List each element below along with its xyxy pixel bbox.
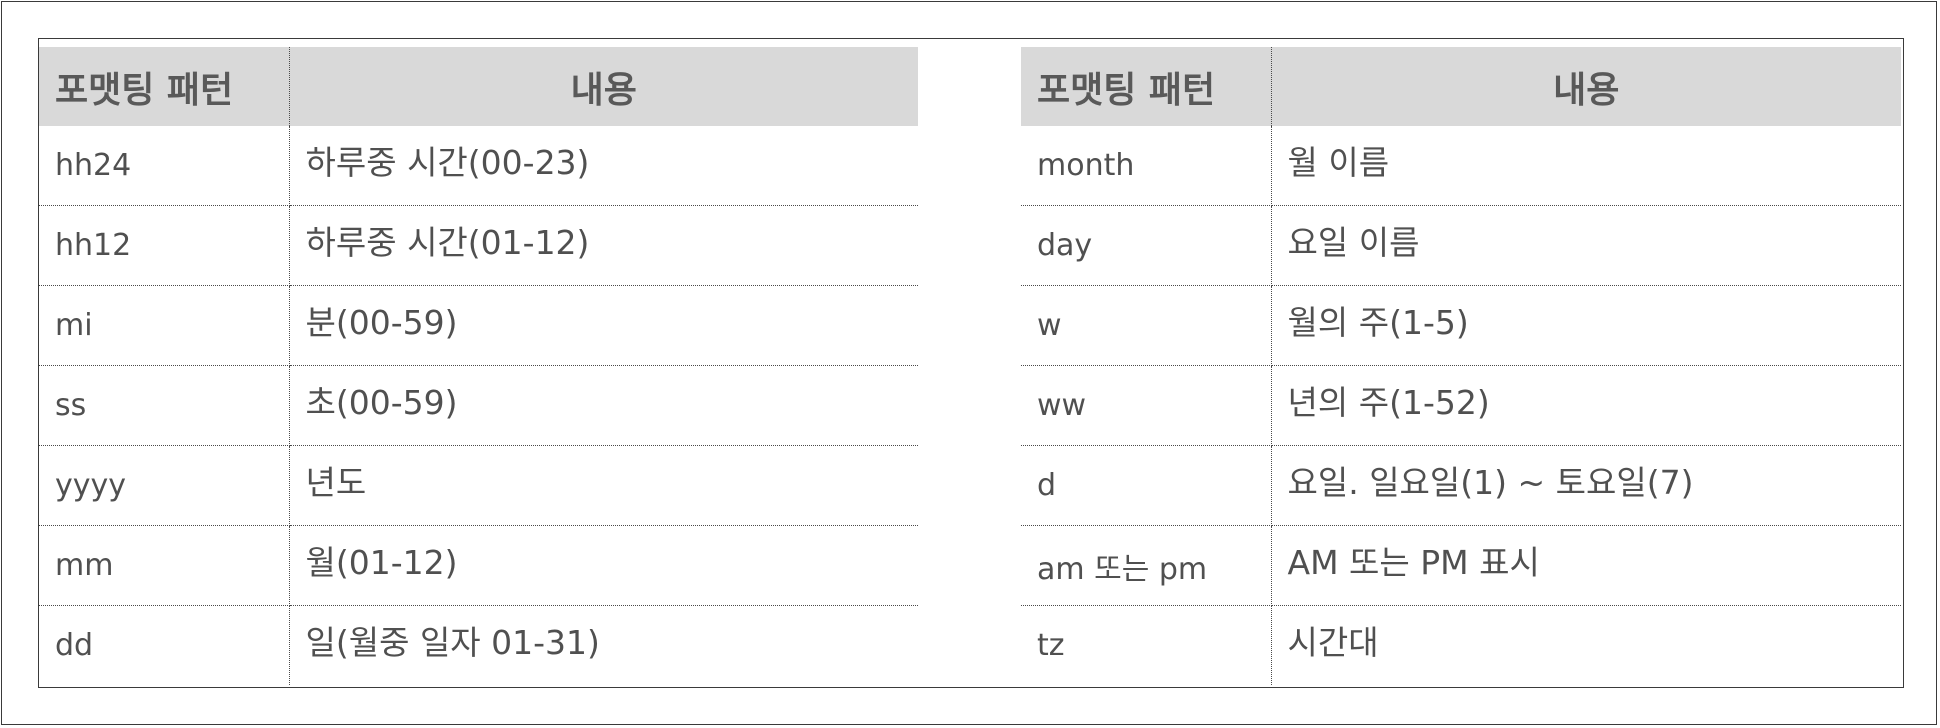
- pattern-cell: d: [1021, 445, 1272, 526]
- pattern-cell: hh12: [39, 205, 290, 286]
- table-row: w 월의 주(1-5): [1021, 285, 1901, 366]
- pattern-cell: ss: [39, 365, 290, 446]
- table-row: day 요일 이름: [1021, 205, 1901, 286]
- content-cell: 시간대: [1271, 606, 1901, 686]
- content-cell: 년도: [289, 445, 918, 526]
- header-row: 포맷팅 패턴 내용: [1021, 47, 1901, 126]
- content-cell: 초(00-59): [289, 365, 918, 446]
- table-row: mi 분(00-59): [39, 285, 918, 366]
- content-cell: 하루중 시간(00-23): [289, 126, 918, 206]
- content-text: 하루중 시간(00-23): [305, 142, 590, 182]
- content-text: 년의 주(1-52): [1287, 382, 1490, 422]
- content-cell: 년의 주(1-52): [1271, 365, 1901, 446]
- content-text: 분(00-59): [305, 302, 458, 342]
- content-text: AM 또는 PM 표시: [1287, 542, 1540, 582]
- right-format-table: 포맷팅 패턴 내용 month 월 이름 day 요일 이름 w 월의 주(1-…: [1021, 47, 1901, 685]
- pattern-cell: yyyy: [39, 445, 290, 526]
- content-panel: [38, 38, 1904, 688]
- content-text: 년도: [305, 462, 367, 502]
- header-row: 포맷팅 패턴 내용: [39, 47, 918, 126]
- table-row: am 또는 pm AM 또는 PM 표시: [1021, 525, 1901, 606]
- pattern-cell: ww: [1021, 365, 1272, 446]
- content-text: 월 이름: [1287, 142, 1390, 182]
- pattern-cell: am 또는 pm: [1021, 525, 1272, 606]
- content-cell: 하루중 시간(01-12): [289, 205, 918, 286]
- content-text: 요일 이름: [1287, 222, 1420, 262]
- table-row: d 요일. 일요일(1) ~ 토요일(7): [1021, 445, 1901, 526]
- content-cell: 분(00-59): [289, 285, 918, 366]
- pattern-cell: dd: [39, 605, 290, 685]
- table-row: mm 월(01-12): [39, 525, 918, 606]
- pattern-header: 포맷팅 패턴: [39, 47, 290, 126]
- content-header: 내용: [289, 47, 918, 126]
- content-text: 하루중 시간(01-12): [305, 222, 590, 262]
- table-row: tz 시간대: [1021, 605, 1901, 686]
- pattern-cell: tz: [1021, 605, 1272, 685]
- content-text: 일(월중 일자 01-31): [305, 622, 600, 662]
- content-cell: 월(01-12): [289, 525, 918, 606]
- content-cell: AM 또는 PM 표시: [1271, 525, 1901, 606]
- table-row: hh24 하루중 시간(00-23): [39, 126, 918, 206]
- content-text: 월(01-12): [305, 542, 458, 582]
- left-format-table: 포맷팅 패턴 내용 hh24 하루중 시간(00-23) hh12 하루중 시간…: [39, 47, 918, 685]
- pattern-cell: mi: [39, 285, 290, 366]
- table-row: ss 초(00-59): [39, 365, 918, 446]
- content-text: 초(00-59): [305, 382, 458, 422]
- content-cell: 요일. 일요일(1) ~ 토요일(7): [1271, 445, 1901, 526]
- content-text: 시간대: [1287, 622, 1379, 662]
- table-row: dd 일(월중 일자 01-31): [39, 605, 918, 686]
- content-header: 내용: [1271, 47, 1901, 126]
- pattern-cell: mm: [39, 525, 290, 606]
- content-cell: 요일 이름: [1271, 205, 1901, 286]
- table-row: month 월 이름: [1021, 126, 1901, 206]
- table-row: hh12 하루중 시간(01-12): [39, 205, 918, 286]
- table-row: ww 년의 주(1-52): [1021, 365, 1901, 446]
- table-row: yyyy 년도: [39, 445, 918, 526]
- content-cell: 월 이름: [1271, 126, 1901, 206]
- pattern-cell: w: [1021, 285, 1272, 366]
- pattern-cell: day: [1021, 205, 1272, 286]
- pattern-cell: month: [1021, 126, 1272, 206]
- content-text: 요일. 일요일(1) ~ 토요일(7): [1287, 462, 1694, 502]
- content-cell: 일(월중 일자 01-31): [289, 606, 918, 686]
- content-text: 월의 주(1-5): [1287, 302, 1469, 342]
- pattern-header: 포맷팅 패턴: [1021, 47, 1272, 126]
- content-cell: 월의 주(1-5): [1271, 285, 1901, 366]
- pattern-cell: hh24: [39, 126, 290, 206]
